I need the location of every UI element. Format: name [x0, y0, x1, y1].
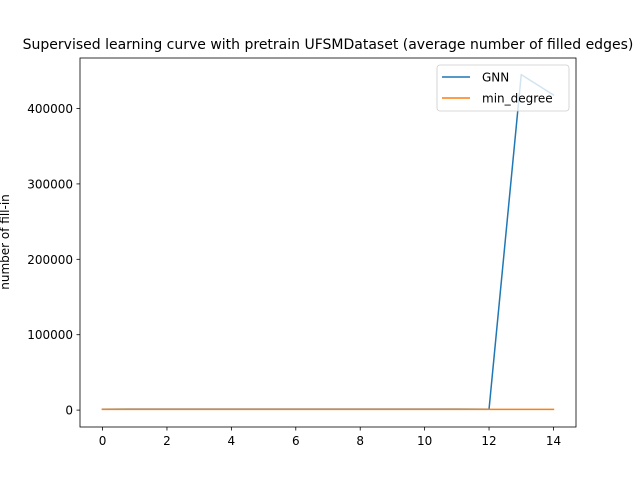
x-tick-label: 2	[163, 434, 171, 448]
y-tick-label: 100000	[27, 328, 73, 342]
legend-label-min-degree: min_degree	[482, 92, 553, 106]
y-tick-label: 300000	[27, 177, 73, 191]
axes-frame	[79, 57, 577, 428]
x-tick-label: 8	[356, 434, 364, 448]
x-tick-label: 14	[546, 434, 561, 448]
x-tick-label: 12	[481, 434, 496, 448]
plot-background	[80, 58, 576, 427]
axes-layer: 0 2 4 6 8 10 12 14 0 100000 200000 300000 400000	[27, 57, 577, 448]
chart-title: Supervised learning curve with pretrain …	[23, 37, 634, 53]
y-tick-label: 200000	[27, 253, 73, 267]
y-tick-label: 400000	[27, 102, 73, 116]
x-tick-label: 0	[99, 434, 107, 448]
series-layer	[101, 73, 555, 411]
plot-area	[80, 58, 576, 427]
y-axis-label: number of fill-in	[0, 194, 12, 290]
x-tick-label: 4	[228, 434, 236, 448]
x-tick-label: 6	[292, 434, 300, 448]
legend-label-GNN: GNN	[482, 71, 509, 85]
legend: GNN min_degree	[436, 64, 570, 112]
y-tick-label: 0	[65, 404, 73, 418]
x-tick-label: 10	[417, 434, 432, 448]
